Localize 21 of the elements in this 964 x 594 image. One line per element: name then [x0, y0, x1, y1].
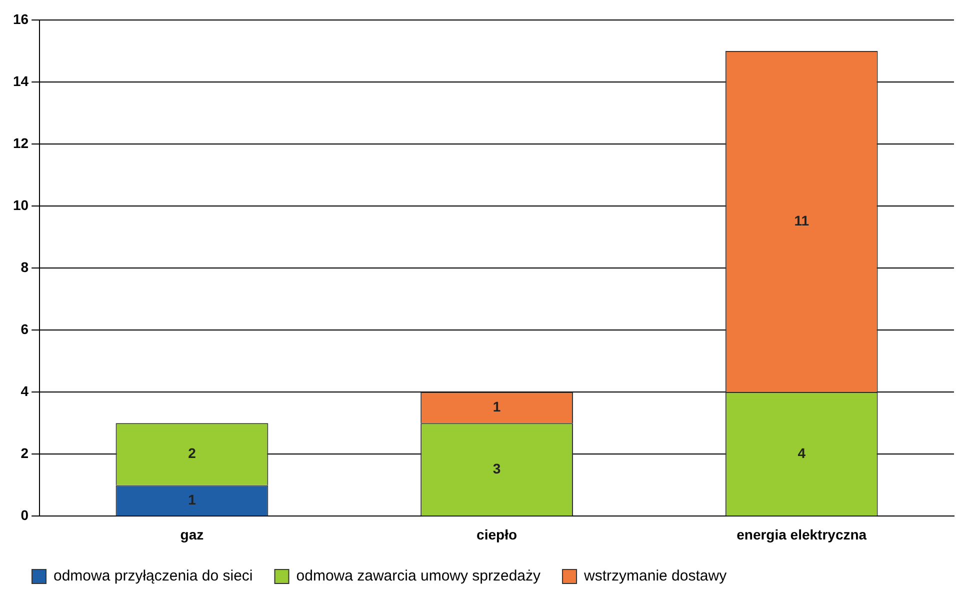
legend-label: odmowa przyłączenia do sieci	[54, 568, 253, 585]
y-tick-label: 2	[20, 445, 29, 462]
legend-label: odmowa zawarcia umowy sprzedaży	[296, 568, 542, 585]
x-tick-label: ciepło	[476, 526, 518, 542]
y-tick-label: 12	[12, 134, 29, 151]
y-tick-label: 6	[20, 320, 29, 337]
data-label: 1	[188, 491, 196, 508]
y-tick-label: 4	[20, 383, 29, 400]
y-tick-label: 10	[12, 196, 29, 213]
data-label: 11	[794, 212, 810, 228]
y-tick-label: 16	[12, 10, 29, 27]
data-label: 1	[492, 398, 501, 415]
data-label: 3	[492, 460, 501, 476]
x-tick-label: energia elektryczna	[736, 526, 867, 542]
data-label: 4	[798, 444, 806, 461]
y-tick-label: 8	[20, 258, 29, 275]
data-label: 2	[188, 445, 196, 462]
x-tick-label: gaz	[180, 526, 204, 542]
y-tick-label: 14	[12, 72, 29, 89]
legend-label: wstrzymanie dostawy	[583, 568, 728, 585]
y-tick-label: 0	[20, 507, 29, 524]
